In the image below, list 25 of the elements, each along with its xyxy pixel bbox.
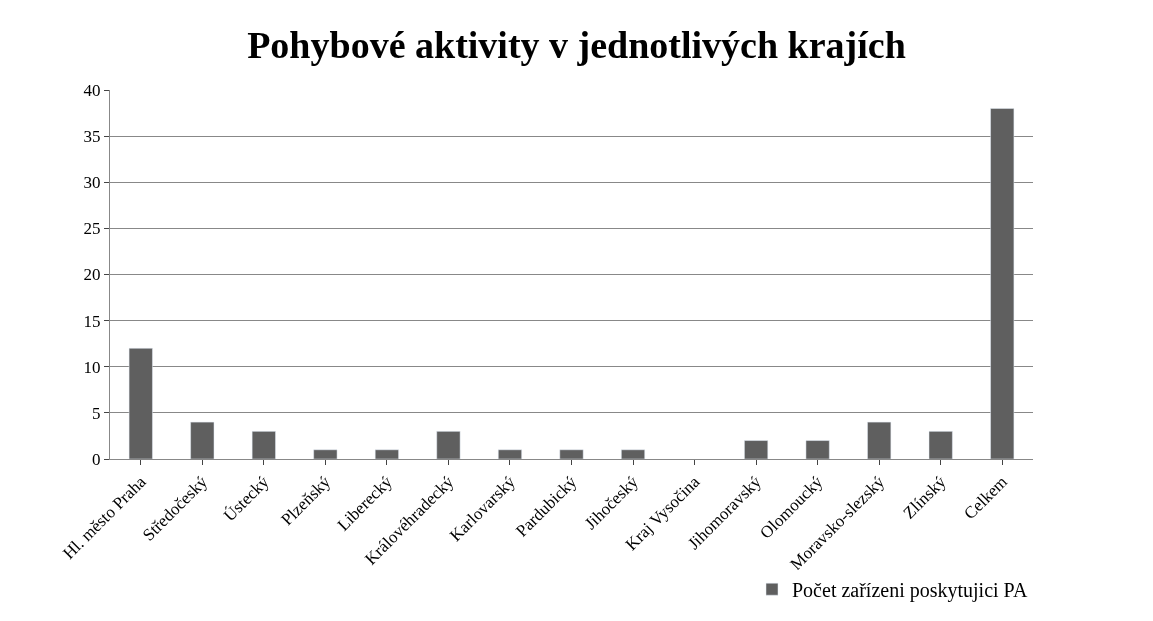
y-tick-label: 5 [92, 403, 101, 423]
bar [128, 348, 153, 459]
chart-title: Pohybové aktivity v jednotlivých krajích [247, 23, 906, 66]
legend-label: Počet zařízeni poskytujici PA [792, 579, 1028, 602]
bar [374, 449, 399, 459]
y-tick-label: 25 [83, 219, 101, 239]
bar [928, 431, 953, 459]
y-tick-label: 15 [83, 311, 101, 331]
bar [190, 421, 215, 459]
bar [805, 440, 830, 459]
y-tick-label: 35 [83, 127, 101, 147]
bar [621, 449, 645, 459]
y-tick-label: 30 [83, 173, 101, 193]
y-tick-label: 10 [83, 357, 101, 377]
y-tick-label: 20 [83, 265, 101, 285]
bar [251, 431, 276, 459]
bar [436, 431, 461, 459]
y-tick-label: 40 [83, 80, 101, 100]
bar [559, 449, 584, 459]
bar [744, 440, 769, 459]
bar [867, 421, 892, 459]
bar [498, 449, 522, 459]
bar [313, 449, 338, 459]
y-tick-label: 0 [92, 449, 101, 469]
bar [990, 108, 1015, 459]
